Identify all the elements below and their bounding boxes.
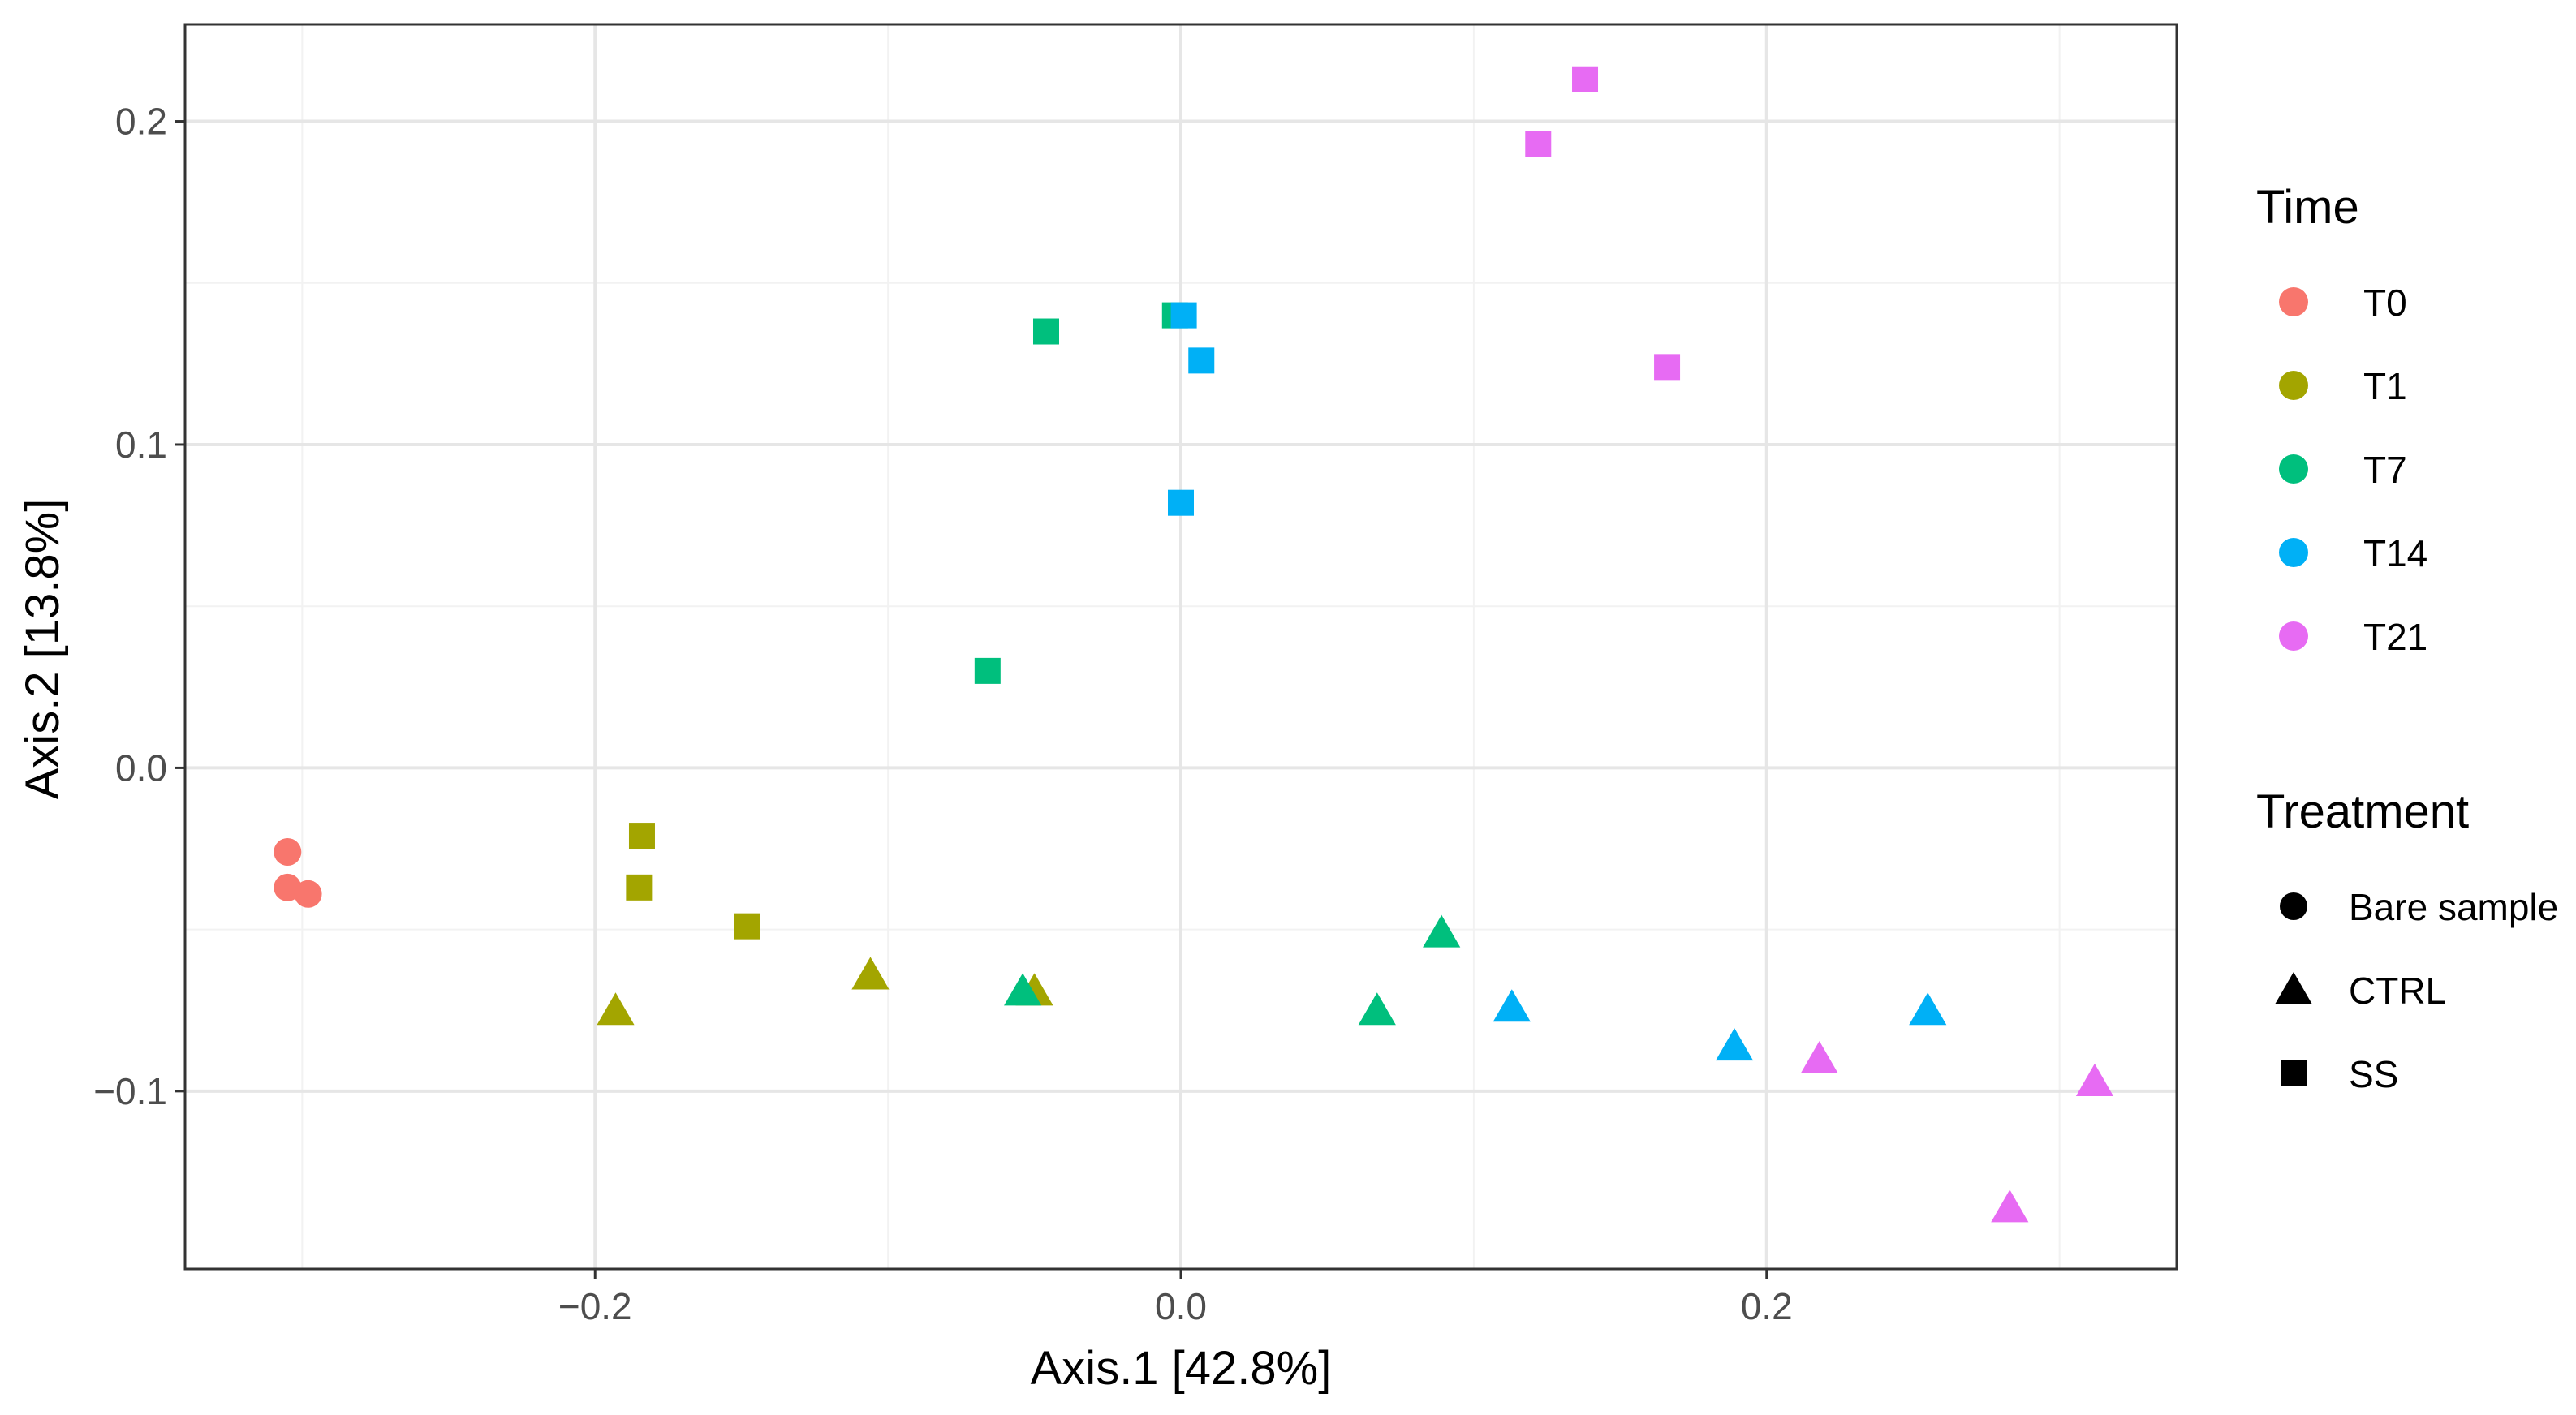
y-tick-label: 0.0: [115, 746, 167, 789]
legend-shape-key: [2280, 892, 2307, 920]
y-tick-label: −0.1: [93, 1070, 167, 1112]
legend-color-label: T7: [2363, 449, 2407, 491]
data-point: [1358, 992, 1396, 1026]
data-point: [628, 823, 655, 849]
x-tick-label: 0.0: [1155, 1285, 1207, 1327]
legend-shape-label: Bare sample: [2349, 886, 2558, 928]
legend-color-key: [2279, 454, 2308, 484]
data-point: [597, 992, 635, 1026]
legend-color-items: T0 T1 T7 T14 T21: [2279, 282, 2427, 658]
legend: Time T0 T1 T7 T14 T21 Treatment Bare sample C…: [2256, 181, 2558, 1095]
data-point: [1800, 1041, 1838, 1074]
x-axis-title: Axis.1 [42.8%]: [1031, 1342, 1332, 1395]
legend-shape-label: CTRL: [2349, 970, 2446, 1012]
y-tick-label: 0.1: [115, 424, 167, 466]
legend-color-label: T21: [2363, 616, 2427, 658]
legend-color-label: T1: [2363, 365, 2407, 407]
data-point: [851, 957, 890, 990]
data-point: [2075, 1063, 2114, 1096]
legend-shape-label: SS: [2349, 1053, 2398, 1095]
legend-color-key: [2279, 538, 2308, 567]
data-point: [1525, 131, 1552, 157]
data-point: [974, 657, 1001, 684]
data-point: [274, 838, 302, 867]
data-point: [294, 880, 322, 908]
data-point: [1991, 1189, 2029, 1223]
legend-shape-key: [2274, 972, 2313, 1005]
data-point: [1654, 354, 1681, 381]
legend-title-time: Time: [2256, 181, 2359, 234]
data-point: [1188, 347, 1215, 374]
y-tick-label: 0.2: [115, 101, 167, 143]
legend-title-treatment: Treatment: [2256, 785, 2469, 838]
legend-color-key: [2279, 287, 2308, 316]
legend-shape-items: Bare sample CTRL SS: [2274, 886, 2558, 1095]
y-axis-title: Axis.2 [13.8%]: [16, 499, 69, 800]
x-tick-label: 0.2: [1741, 1285, 1793, 1327]
x-tick-label: −0.2: [558, 1285, 632, 1327]
data-point: [1493, 989, 1531, 1022]
data-point: [1423, 914, 1461, 948]
data-point: [1032, 318, 1059, 345]
legend-color-label: T14: [2363, 532, 2427, 574]
data-point: [1004, 973, 1042, 1006]
legend-color-key: [2279, 371, 2308, 400]
axis-ticks: −0.2 0.0 0.2 −0.1 0.0 0.1 0.2: [93, 101, 1793, 1327]
data-point: [1909, 992, 1947, 1026]
data-point: [1715, 1028, 1754, 1061]
grid: [185, 24, 2177, 1269]
data-points: [274, 66, 2114, 1223]
legend-shape-key: [2281, 1060, 2307, 1086]
data-point: [1168, 489, 1194, 516]
data-point: [1572, 66, 1599, 92]
legend-color-key: [2279, 621, 2308, 651]
legend-color-label: T0: [2363, 282, 2407, 324]
data-point: [734, 913, 760, 940]
data-point: [1170, 302, 1197, 329]
data-point: [626, 874, 653, 901]
